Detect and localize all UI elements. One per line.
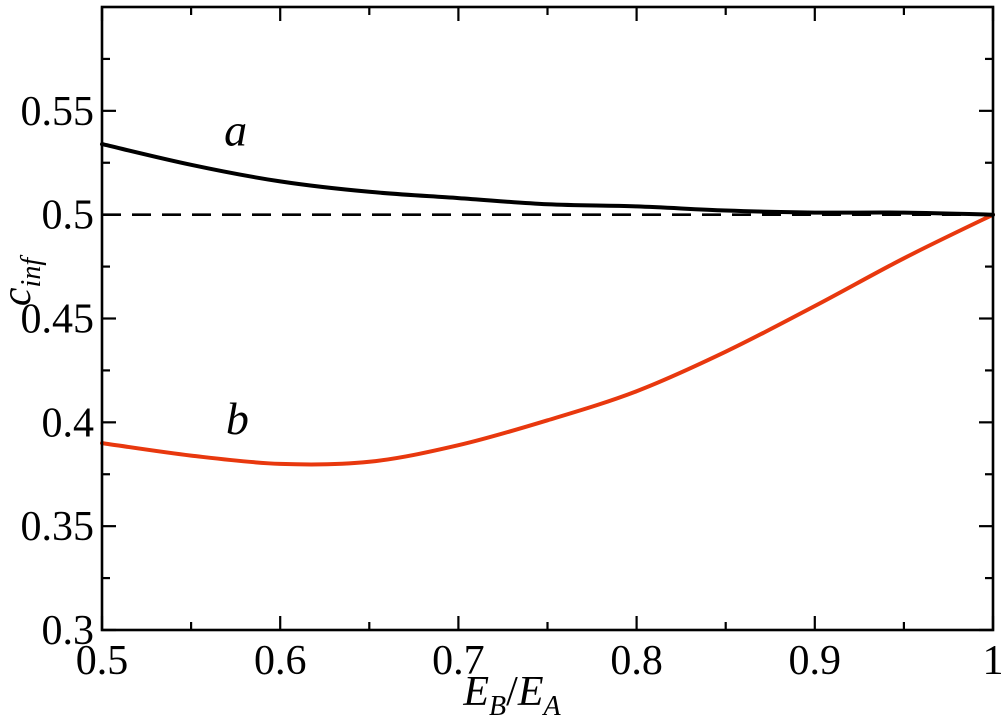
curve-b <box>100 212 995 467</box>
x-tick-label: 1 <box>983 638 1004 684</box>
axis-ticks <box>100 7 995 632</box>
curve-b-annotation: b <box>226 393 249 444</box>
y-tick-label: 0.45 <box>21 297 95 343</box>
y-tick-label: 0.5 <box>42 193 95 239</box>
curve-a-annotation: a <box>224 105 247 156</box>
x-tick-label: 0.5 <box>76 638 129 684</box>
y-axis-label: cinf <box>0 255 47 306</box>
y-tick-label: 0.3 <box>42 608 95 654</box>
x-tick-label: 0.6 <box>254 638 307 684</box>
curve-annotations: ab <box>224 105 249 445</box>
y-tick-label: 0.55 <box>21 89 95 135</box>
axis-tick-labels: 0.5 0.6 0.7 0.8 0.9 1 0.3 0.35 0.4 0.45 0.5 0.55 <box>21 89 1004 684</box>
plot-frame <box>100 5 995 632</box>
curve-a <box>100 142 995 217</box>
x-tick-label: 0.8 <box>610 638 663 684</box>
y-tick-label: 0.4 <box>42 400 95 446</box>
x-axis-label: EB/EA <box>462 669 561 719</box>
x-tick-label: 0.7 <box>432 638 485 684</box>
y-tick-label: 0.35 <box>21 504 95 550</box>
x-tick-label: 0.9 <box>789 638 842 684</box>
